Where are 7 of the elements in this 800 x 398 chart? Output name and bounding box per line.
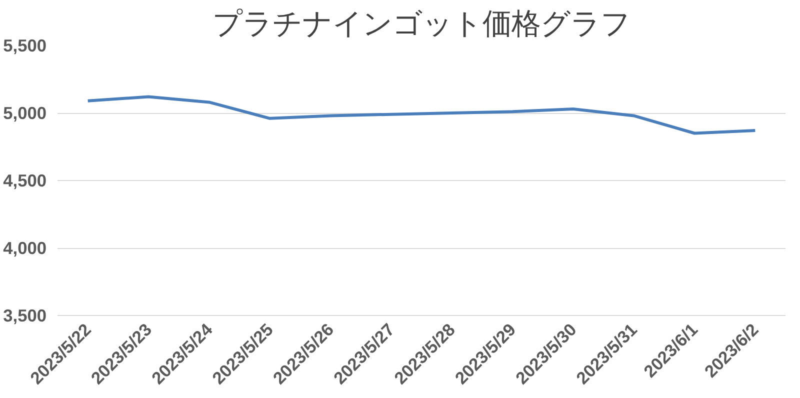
chart-title: プラチナインゴット価格グラフ	[212, 8, 630, 40]
y-tick-label: 4,000	[3, 238, 47, 258]
y-tick-label: 5,000	[3, 103, 47, 123]
y-tick-label: 5,500	[3, 36, 47, 56]
y-tick-label: 4,500	[3, 170, 47, 190]
line-series	[86, 95, 757, 135]
y-tick-label: 3,500	[3, 306, 47, 326]
